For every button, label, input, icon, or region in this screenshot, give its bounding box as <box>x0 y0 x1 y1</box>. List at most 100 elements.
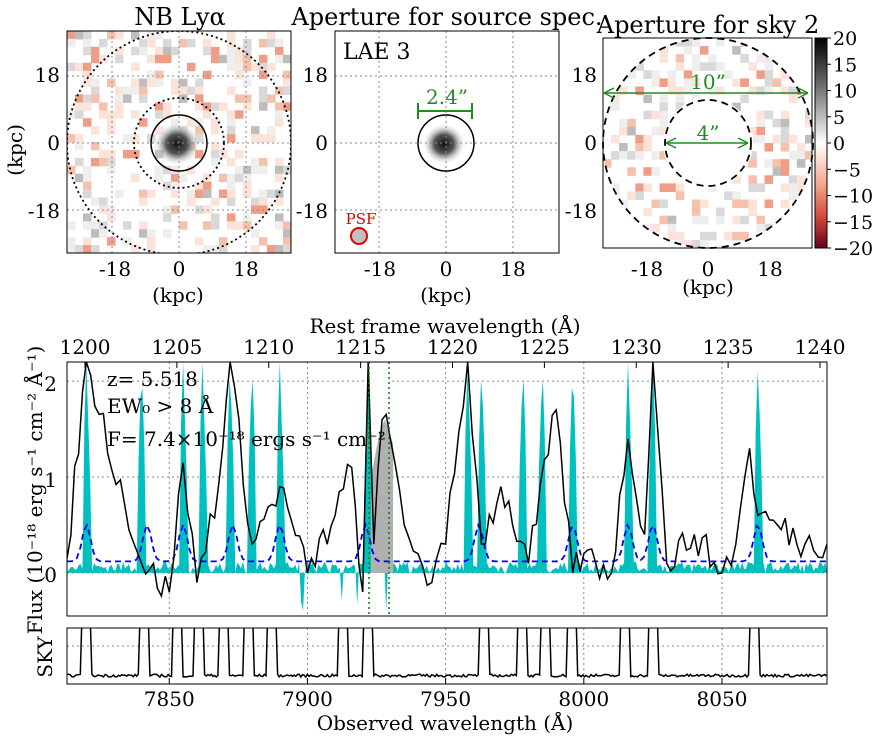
panel2-source-label: LAE 3 <box>343 40 411 65</box>
image-pixel <box>643 94 652 104</box>
image-pixel <box>259 102 268 111</box>
image-pixel <box>659 118 669 128</box>
image-pixel <box>83 118 92 127</box>
panel1-xlabel: (kpc) <box>152 283 204 307</box>
image-pixel <box>611 207 620 217</box>
image-pixel <box>211 118 220 127</box>
image-pixel <box>748 151 757 160</box>
image-pixel <box>131 110 140 119</box>
image-pixel <box>756 54 766 63</box>
panel2-psf-circle <box>350 227 368 245</box>
image-pixel <box>267 126 276 135</box>
image-pixel <box>796 215 806 225</box>
image-pixel <box>107 237 116 246</box>
image-pixel <box>163 181 172 191</box>
spectrum-annotation-ew: EW₀ > 8 Å <box>107 393 214 418</box>
image-pixel <box>227 46 236 56</box>
image-pixel <box>732 199 741 209</box>
image-pixel <box>635 46 644 55</box>
image-pixel <box>675 231 685 241</box>
image-pixel <box>619 151 628 160</box>
image-pixel <box>780 215 790 225</box>
image-pixel <box>99 157 108 167</box>
image-pixel <box>187 38 196 48</box>
panel1-image <box>67 31 291 253</box>
image-pixel <box>211 157 220 167</box>
image-pixel <box>635 191 644 201</box>
image-pixel <box>732 191 741 201</box>
image-pixel <box>651 78 661 87</box>
image-pixel <box>643 110 652 120</box>
image-pixel <box>115 54 124 64</box>
image-pixel <box>131 173 140 183</box>
image-pixel <box>195 94 204 103</box>
image-pixel <box>748 86 757 96</box>
image-pixel <box>211 149 220 159</box>
image-pixel <box>627 118 636 128</box>
image-pixel <box>187 165 196 175</box>
image-pixel <box>83 62 92 72</box>
image-pixel <box>283 78 291 87</box>
image-pixel <box>635 86 644 96</box>
image-pixel <box>732 215 741 225</box>
image-pixel <box>740 54 749 63</box>
image-pixel <box>675 86 685 96</box>
image-pixel <box>243 62 252 72</box>
panel2-ytick-1: 0 <box>315 131 328 155</box>
image-pixel <box>91 221 100 230</box>
spectrum-panel: Rest frame wavelength (Å) 1200 1205 1210 12… <box>22 313 845 634</box>
image-pixel <box>75 142 84 151</box>
image-pixel <box>91 142 100 151</box>
image-pixel <box>75 245 84 253</box>
image-pixel <box>283 86 291 95</box>
image-pixel <box>283 237 291 246</box>
image-pixel <box>748 199 757 209</box>
image-pixel <box>635 62 644 71</box>
panel1-ytick-1: 0 <box>47 131 60 155</box>
image-pixel <box>651 167 661 176</box>
image-pixel <box>227 181 236 191</box>
image-pixel <box>67 134 76 143</box>
image-pixel <box>259 62 268 72</box>
colorbar-tick-label: −15 <box>833 212 873 234</box>
image-pixel <box>163 54 172 64</box>
image-pixel <box>691 62 701 71</box>
image-pixel <box>83 31 92 40</box>
panel2-source-blob <box>422 123 466 165</box>
image-pixel <box>275 189 284 198</box>
image-pixel <box>267 189 276 198</box>
image-pixel <box>764 78 774 87</box>
image-pixel <box>211 197 220 206</box>
image-pixel <box>603 159 612 168</box>
image-pixel <box>756 86 766 96</box>
image-pixel <box>251 229 260 238</box>
image-pixel <box>243 213 252 222</box>
spectrum-annotation-z: z= 5.518 <box>107 367 198 391</box>
xtick-label: 7850 <box>144 687 195 711</box>
image-pixel <box>195 78 204 87</box>
image-pixel <box>756 70 766 79</box>
image-pixel <box>627 70 636 79</box>
image-pixel <box>163 213 172 222</box>
image-pixel <box>147 54 156 64</box>
colorbar-tick-label: −5 <box>833 159 861 181</box>
image-pixel <box>107 110 116 119</box>
image-pixel <box>91 229 100 238</box>
image-pixel <box>235 149 244 159</box>
image-pixel <box>275 54 284 64</box>
top-xtick-label: 1230 <box>611 335 662 359</box>
image-pixel <box>115 110 124 119</box>
top-xtick-label: 1205 <box>151 335 202 359</box>
image-pixel <box>131 86 140 95</box>
image-pixel <box>732 102 741 112</box>
image-pixel <box>635 183 644 192</box>
image-pixel <box>243 78 252 87</box>
image-pixel <box>259 157 268 167</box>
image-pixel <box>659 110 669 120</box>
image-pixel <box>764 143 774 152</box>
image-pixel <box>764 70 774 79</box>
image-pixel <box>75 157 84 167</box>
image-pixel <box>756 110 766 120</box>
image-pixel <box>804 118 813 128</box>
image-pixel <box>91 245 100 253</box>
